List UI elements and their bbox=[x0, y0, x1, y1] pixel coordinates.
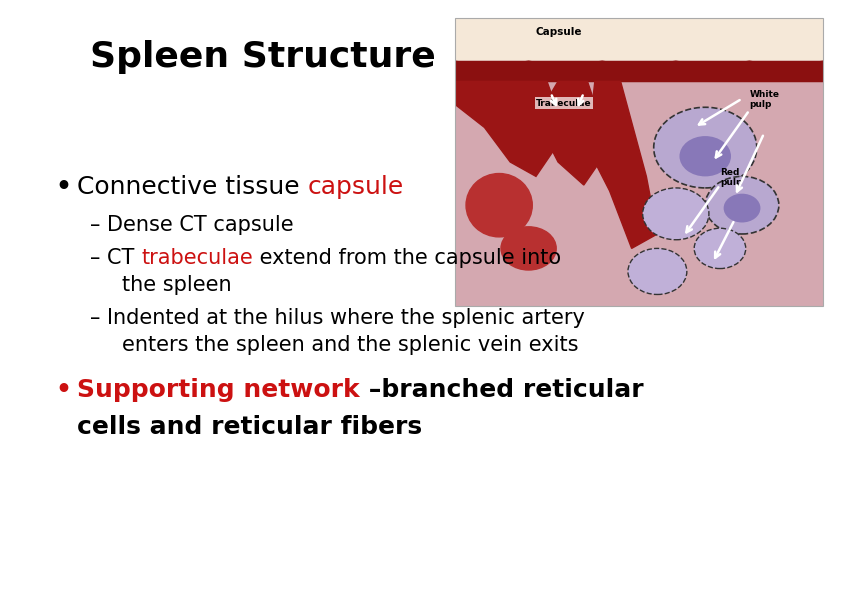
Text: extend from the capsule into: extend from the capsule into bbox=[253, 248, 561, 268]
Bar bbox=[455, 82, 823, 306]
Bar bbox=[455, 61, 823, 82]
Ellipse shape bbox=[466, 173, 532, 237]
Bar bbox=[455, 61, 823, 306]
Polygon shape bbox=[536, 82, 610, 185]
Circle shape bbox=[694, 228, 746, 269]
Text: •: • bbox=[55, 175, 71, 199]
Text: enters the spleen and the splenic vein exits: enters the spleen and the splenic vein e… bbox=[122, 335, 578, 355]
Ellipse shape bbox=[501, 227, 557, 270]
Circle shape bbox=[723, 194, 760, 222]
Circle shape bbox=[679, 136, 731, 176]
Text: Capsule: Capsule bbox=[536, 27, 583, 36]
Text: Supporting network: Supporting network bbox=[77, 378, 360, 402]
Text: trabeculae: trabeculae bbox=[141, 248, 253, 268]
Text: Trabeculae: Trabeculae bbox=[536, 99, 592, 108]
Text: White
pulp: White pulp bbox=[749, 90, 780, 110]
Text: capsule: capsule bbox=[307, 175, 404, 199]
Text: Spleen Structure: Spleen Structure bbox=[90, 40, 436, 74]
Circle shape bbox=[642, 188, 709, 240]
Circle shape bbox=[653, 107, 757, 188]
Circle shape bbox=[628, 249, 687, 294]
Text: •: • bbox=[55, 378, 71, 402]
Polygon shape bbox=[455, 82, 565, 176]
Polygon shape bbox=[455, 61, 823, 82]
Text: – CT: – CT bbox=[90, 248, 141, 268]
Text: cells and reticular fibers: cells and reticular fibers bbox=[77, 415, 422, 439]
Text: –branched reticular: –branched reticular bbox=[360, 378, 643, 402]
Bar bbox=[455, 18, 823, 61]
Text: Connective tissue: Connective tissue bbox=[77, 175, 307, 199]
Text: Red
pulp: Red pulp bbox=[720, 167, 743, 187]
Text: – Indented at the hilus where the splenic artery: – Indented at the hilus where the spleni… bbox=[90, 308, 585, 328]
Circle shape bbox=[706, 176, 779, 234]
Text: – Dense CT capsule: – Dense CT capsule bbox=[90, 215, 294, 235]
Text: the spleen: the spleen bbox=[122, 275, 232, 295]
Polygon shape bbox=[588, 82, 658, 249]
